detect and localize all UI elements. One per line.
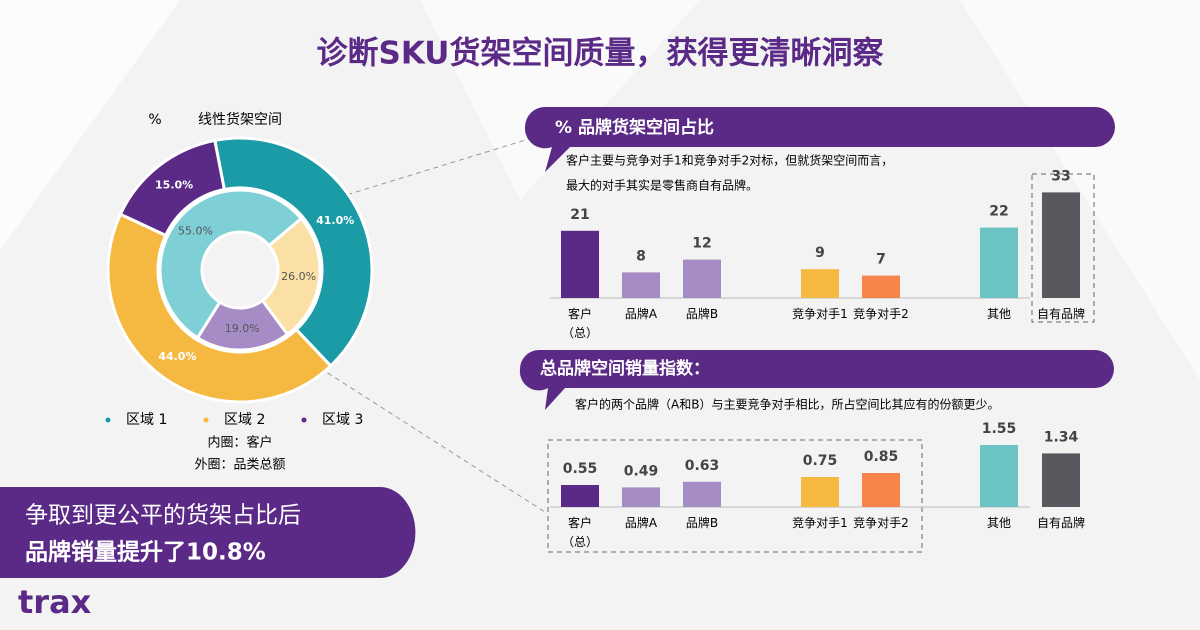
value-label: 26.0% <box>281 270 316 283</box>
x-tick-label: 竞争对手1 <box>792 307 848 321</box>
bar <box>862 275 900 298</box>
legend-dot <box>203 417 209 423</box>
note: 客户的两个品牌（A和B）与主要竞争对手相比，所占空间比其应有的份额更少。 <box>575 397 999 412</box>
legend-label: 区域 1 <box>126 412 167 428</box>
chart-title: 线性货架空间 <box>198 111 282 128</box>
value-label: 19.0% <box>225 322 260 335</box>
legend-dot <box>301 417 307 423</box>
value-label: 22 <box>989 204 1008 220</box>
value-label: 0.75 <box>803 453 838 469</box>
callout-box <box>0 487 416 578</box>
x-tick-label: 品牌B <box>686 307 718 321</box>
value-label: 9 <box>815 245 825 261</box>
bar <box>683 481 721 507</box>
value-label: 8 <box>636 248 646 264</box>
value-label: 0.49 <box>624 463 659 479</box>
x-tick-label: 竞争对手2 <box>853 307 909 321</box>
bar <box>561 485 599 507</box>
value-label: 44.0% <box>158 350 196 363</box>
legend-label: 区域 3 <box>322 412 363 428</box>
bar <box>683 259 721 298</box>
x-tick-label: 竞争对手1 <box>792 516 848 530</box>
unit-label: % <box>148 112 161 128</box>
bar <box>980 445 1018 507</box>
value-label: 0.55 <box>563 461 598 477</box>
x-tick-label: 其他 <box>987 516 1011 530</box>
value-label: 12 <box>692 236 711 252</box>
x-tick-label: 客户（总） <box>562 515 598 549</box>
page-title: 诊断SKU货架空间质量，获得更清晰洞察 <box>317 36 885 72</box>
x-tick-label: 其他 <box>987 307 1011 321</box>
header-bar <box>524 107 1115 172</box>
value-label: 1.55 <box>982 421 1017 437</box>
donut-segment <box>260 216 322 337</box>
bar <box>1042 192 1080 298</box>
donut-segment <box>213 136 374 369</box>
legend-dot <box>105 417 111 423</box>
x-tick-label: 品牌A <box>625 307 658 321</box>
bar <box>561 230 599 298</box>
logo: trax <box>18 583 92 621</box>
note: 最大的对手其实是零售商自有品牌。 <box>566 178 758 193</box>
bar <box>980 227 1018 298</box>
bar <box>801 477 839 507</box>
bg-shape <box>960 0 1200 380</box>
highlight-box <box>1031 173 1095 323</box>
header-bar <box>519 350 1114 410</box>
x-tick-label: 品牌B <box>686 516 718 530</box>
bg-shape <box>0 0 180 250</box>
value-label: 0.85 <box>864 449 899 465</box>
x-tick-label: 客户（总） <box>562 306 598 340</box>
value-label: 1.34 <box>1044 429 1079 445</box>
donut-segment <box>118 138 227 238</box>
section-title: 总品牌空间销量指数： <box>540 358 710 379</box>
value-label: 7 <box>876 252 886 268</box>
section-title: % 品牌货架空间占比 <box>555 117 714 138</box>
bar <box>622 487 660 507</box>
x-tick-label: 自有品牌 <box>1037 516 1085 530</box>
donut-segment <box>106 212 333 404</box>
value-label: 0.63 <box>685 458 720 474</box>
legend-note: 内圈：客户 <box>207 435 272 451</box>
value-label: 41.0% <box>316 214 354 227</box>
value-label: 15.0% <box>155 179 193 192</box>
bar <box>862 473 900 507</box>
value-label: 33 <box>1051 168 1070 184</box>
x-tick-label: 自有品牌 <box>1037 307 1085 321</box>
x-tick-label: 品牌A <box>625 516 658 530</box>
value-label: 55.0% <box>178 224 213 237</box>
legend-note: 外圈：品类总额 <box>194 458 285 473</box>
donut-segment <box>195 298 290 352</box>
donut-segment <box>158 188 304 340</box>
callout-text: 品牌销量提升了10.8% <box>25 539 266 566</box>
callout-text: 争取到更公平的货架占比后 <box>25 503 301 529</box>
bg-shape <box>420 0 700 200</box>
note: 客户主要与竞争对手1和竞争对手2对标，但就货架空间而言， <box>566 153 893 168</box>
bar <box>622 272 660 298</box>
legend-label: 区域 2 <box>224 412 265 428</box>
bar <box>801 269 839 298</box>
bar <box>1042 453 1080 507</box>
value-label: 21 <box>570 207 589 223</box>
x-tick-label: 竞争对手2 <box>853 516 909 530</box>
